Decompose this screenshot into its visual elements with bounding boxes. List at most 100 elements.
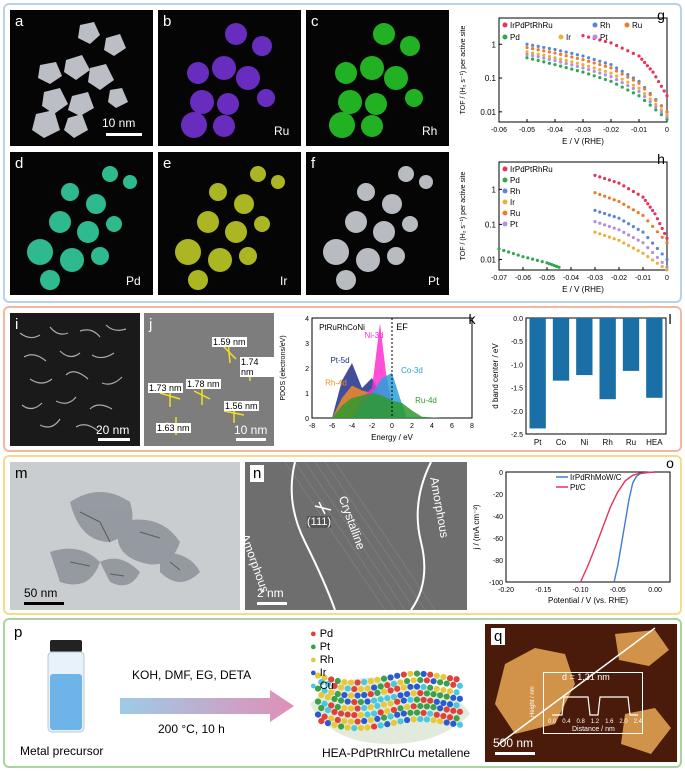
metal-atom (324, 694, 331, 701)
plot-frame (525, 317, 667, 435)
data-point (603, 211, 607, 216)
data-point (612, 198, 616, 202)
fermi-level-label: EF (396, 322, 408, 332)
group-hea-nanoparticles (3, 3, 682, 303)
x-tick-label: -0.04 (563, 275, 579, 282)
data-point (536, 55, 540, 59)
data-point (620, 77, 624, 81)
data-point (651, 241, 655, 245)
legend-label: IrPdPtRhRu (510, 165, 553, 174)
legend-marker (502, 177, 508, 183)
data-point (559, 60, 563, 64)
metal-atom (404, 716, 411, 724)
data-point (570, 55, 574, 59)
eds-map-ir: e Ir (158, 152, 301, 295)
data-point (648, 93, 652, 97)
scale-bar-label: 2 nm (257, 586, 284, 600)
data-point (659, 113, 663, 117)
data-point (636, 249, 640, 253)
scale-bar-label: 10 nm (234, 423, 268, 437)
metal-atom (364, 724, 371, 731)
x-tick-label: Ru (626, 438, 636, 447)
metal-atom (400, 697, 407, 704)
metal-atom (374, 702, 381, 710)
metal-atom (387, 713, 394, 720)
metal-atom (437, 679, 444, 686)
haadf-image-a: a 10 nm (10, 10, 153, 146)
metal-atom (371, 723, 378, 730)
metal-atom (380, 675, 388, 682)
metal-atom (453, 676, 460, 683)
metal-atom (450, 681, 457, 688)
metal-atom (331, 708, 338, 716)
x-tick-label: 4 (430, 423, 434, 430)
data-point (598, 38, 602, 42)
inset-ylabel: Height / nm (530, 686, 536, 717)
metal-atom (397, 679, 404, 686)
data-point (502, 248, 506, 253)
metal-atom (347, 705, 355, 712)
legend-marker (502, 210, 508, 216)
data-point (593, 173, 597, 177)
metal-atom (338, 697, 345, 704)
metal-atom (423, 690, 430, 697)
data-point (648, 67, 652, 71)
legend-label: Ir (566, 33, 571, 42)
chart-h-tof: -0.07 -0.06 -0.05 -0.04 -0.03 -0.02 -0.01 0 0.01… (460, 151, 669, 294)
plot-frame (505, 471, 671, 583)
metal-atom (367, 716, 374, 724)
data-point (570, 51, 574, 56)
chart-l-dband: 0.0 -0.5 -1.0 -1.5 -2.0 -2.5 d band center / e… (491, 311, 672, 447)
metal-atom (354, 718, 361, 725)
legend-marker (624, 22, 630, 28)
y-tick-label: 0 (499, 470, 503, 477)
tem-image-m: m 50 nm (10, 462, 240, 610)
data-point (609, 75, 613, 79)
data-point (655, 230, 659, 234)
metal-atom (384, 721, 391, 728)
data-point (665, 241, 669, 245)
metal-atom (387, 674, 394, 681)
data-point (615, 66, 619, 70)
data-point (631, 235, 635, 240)
x-tick-label: -0.07 (491, 275, 507, 282)
metal-atom (420, 670, 427, 678)
metal-atom (318, 679, 325, 686)
data-point (641, 241, 645, 245)
data-point (547, 54, 551, 59)
legend-label: Pt (510, 220, 518, 229)
panel-letter-j: j (149, 316, 153, 333)
data-point (637, 94, 641, 98)
metal-atom (404, 677, 411, 685)
y-tick-label: -100 (489, 580, 503, 587)
data-point (651, 208, 655, 213)
metal-atom (338, 723, 345, 730)
metal-atom (351, 685, 358, 693)
data-point (651, 258, 655, 262)
data-point (620, 80, 624, 85)
x-tick-label: -8 (309, 423, 315, 430)
x-tick-label: -0.03 (575, 127, 591, 134)
metal-atom (371, 684, 378, 691)
y-tick-label: -2.5 (511, 432, 523, 439)
data-point (643, 87, 647, 91)
metal-atom (410, 677, 417, 684)
metal-atom (440, 686, 447, 694)
element-label-pd: Pd (126, 274, 141, 288)
data-point (609, 63, 613, 67)
plot-frame (498, 161, 668, 271)
data-point (627, 205, 631, 209)
x-tick-label: -0.05 (610, 587, 626, 594)
metal-atom (404, 703, 411, 711)
metal-atom (394, 698, 401, 705)
data-point (631, 83, 635, 87)
data-point (646, 255, 650, 259)
data-point (603, 69, 607, 74)
data-point (603, 77, 607, 82)
data-point (653, 212, 657, 216)
data-point (531, 47, 535, 51)
legend-marker (502, 199, 508, 205)
metal-atom (331, 682, 338, 690)
data-point (615, 82, 619, 86)
spacing-label: 1.63 nm (156, 423, 191, 433)
